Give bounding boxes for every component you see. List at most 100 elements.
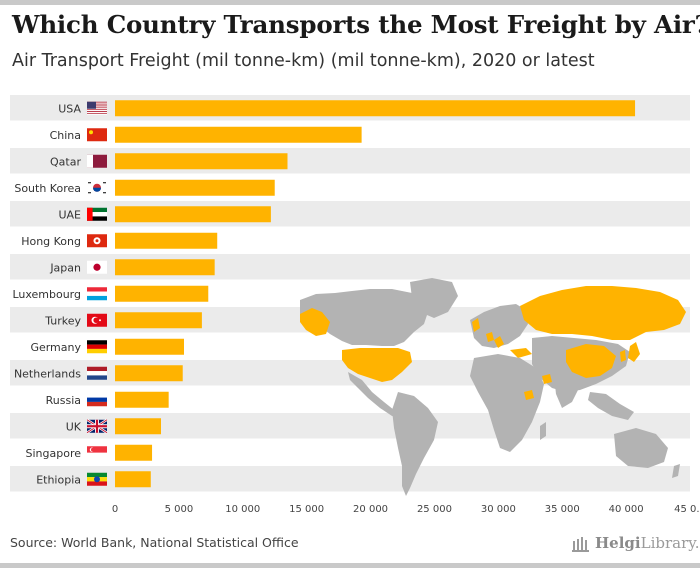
flag-part: [93, 263, 101, 271]
flag-part: [87, 111, 107, 112]
flag-part: [87, 111, 107, 113]
flag-part: [87, 397, 107, 402]
qatar-flag-icon: [87, 154, 107, 168]
map-turkey: [510, 348, 532, 358]
category-label: Russia: [46, 394, 81, 407]
top-rule: [0, 0, 700, 5]
row-band: [10, 413, 690, 439]
map-africa: [470, 354, 544, 452]
x-tick-label: 30 000: [481, 504, 516, 515]
map-madagascar: [540, 422, 546, 440]
map-korea: [620, 350, 626, 362]
category-label: Qatar: [50, 155, 81, 168]
flag-part: [87, 212, 107, 217]
flag-part: [89, 130, 93, 135]
bar-germany: [115, 338, 184, 355]
map-mexico-central: [348, 372, 400, 418]
row-band: [10, 201, 690, 227]
flag-part: [87, 112, 107, 114]
map-china: [566, 344, 616, 378]
flag-part: [87, 393, 107, 398]
logo-text-2: Library.: [640, 534, 700, 552]
row-band: [10, 148, 690, 174]
map-germany: [494, 336, 504, 348]
bar-japan: [115, 259, 215, 276]
world-map-background: [300, 278, 686, 496]
x-tick-label: 35 000: [545, 504, 580, 515]
x-tick-label: 0: [112, 504, 118, 515]
flag-part: [87, 446, 107, 453]
flag-part: [87, 207, 93, 221]
flag-part: [87, 154, 93, 168]
row-band: [10, 254, 690, 280]
chart-subtitle: Air Transport Freight (mil tonne-km) (mi…: [12, 51, 595, 71]
map-south-america: [392, 392, 438, 496]
flag-part: [87, 102, 107, 104]
flags: [86, 101, 108, 486]
flag-part: [87, 109, 107, 111]
map-europe: [470, 304, 528, 348]
map-ethiopia: [524, 390, 534, 400]
flag-part: [93, 187, 101, 192]
flag-part: [87, 128, 107, 142]
bar-uae: [115, 206, 271, 223]
map-usa: [342, 348, 412, 382]
flag-part: [87, 375, 107, 380]
flag-part: [87, 101, 96, 109]
bar-chart: USA China Qatar South Korea UAE Hong Kong Japa…: [10, 95, 700, 515]
flag-part: [87, 348, 107, 354]
category-label: Singapore: [26, 447, 82, 460]
flag-part: [87, 472, 107, 478]
x-tick-label: 20 000: [353, 504, 388, 515]
flag-part: [88, 182, 91, 184]
flag-part: [87, 110, 107, 112]
flag-part: [95, 239, 99, 243]
category-label: Hong Kong: [21, 235, 81, 248]
flag-part: [94, 476, 100, 483]
flag-part: [87, 101, 107, 103]
category-label: USA: [58, 102, 81, 115]
turkey-flag-icon: [87, 313, 107, 327]
category-label: UAE: [58, 208, 81, 221]
category-label: China: [50, 129, 81, 142]
x-tick-label: 45 0...: [674, 504, 700, 515]
flag-part: [87, 366, 107, 372]
x-tick-label: 5 000: [165, 504, 194, 515]
bottom-rule: [0, 563, 700, 568]
bar-netherlands: [115, 365, 183, 382]
hong-kong-flag-icon: [87, 234, 107, 248]
germany-flag-icon: [87, 340, 107, 354]
flag-part: [87, 207, 107, 213]
category-label: Turkey: [44, 314, 81, 327]
map-qatar-uae: [542, 374, 552, 384]
china-flag-icon: [87, 128, 107, 142]
logo-text-1: Helgi: [595, 534, 641, 552]
category-label: Luxembourg: [12, 288, 81, 301]
flag-part: [103, 192, 106, 194]
row-band: [10, 466, 690, 492]
flag-part: [87, 291, 107, 296]
south-korea-flag-icon: [87, 181, 107, 195]
bar-singapore: [115, 444, 153, 461]
russia-flag-icon: [87, 393, 107, 407]
flag-part: [87, 344, 107, 349]
flag-part: [87, 452, 107, 460]
map-uk: [472, 318, 480, 332]
flag-part: [87, 371, 107, 376]
bars: [115, 100, 636, 488]
flag-part: [87, 425, 107, 428]
flag-part: [87, 107, 107, 109]
bar-luxembourg: [115, 285, 209, 302]
map-japan: [628, 342, 640, 362]
helgi-library-logo[interactable]: HelgiLibrary.: [571, 532, 700, 554]
bar-china: [115, 126, 362, 143]
bar-south-korea: [115, 179, 275, 196]
flag-part: [93, 317, 99, 324]
flag-part: [87, 401, 107, 407]
flag-part: [87, 108, 107, 110]
flag-part: [87, 287, 107, 292]
bar-turkey: [115, 312, 202, 329]
source-note: Source: World Bank, National Statistical…: [10, 535, 299, 550]
ethiopia-flag-icon: [87, 472, 107, 486]
category-labels: USA China Qatar South Korea UAE Hong Kong Japa…: [12, 102, 81, 486]
